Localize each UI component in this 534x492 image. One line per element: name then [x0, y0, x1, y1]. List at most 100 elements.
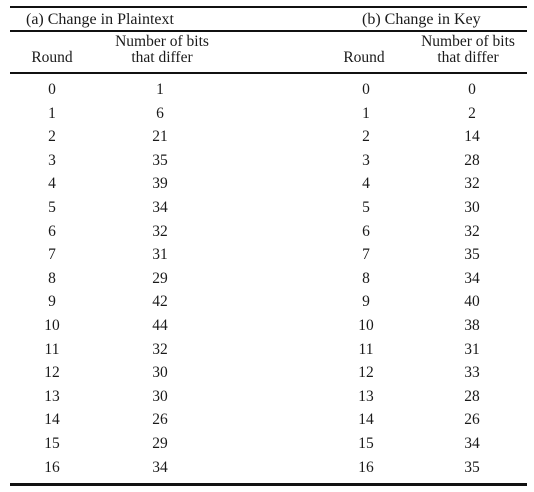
round-key-cell: 1	[362, 104, 370, 122]
bits-differ-plaintext-cell: 31	[152, 246, 168, 264]
table-row: 5 34 5 30	[10, 196, 527, 220]
bottom-rule	[10, 483, 527, 487]
column-header-row: Round Number of bits that differ Round N…	[10, 32, 527, 72]
column-header-bits-plaintext: Number of bits that differ	[104, 34, 220, 66]
header-rule	[10, 30, 527, 32]
round-key-cell: 9	[362, 293, 370, 311]
bits-differ-key-cell: 0	[468, 81, 476, 98]
bits-differ-key-cell: 32	[464, 175, 480, 193]
bits-differ-key-cell: 2	[468, 104, 476, 122]
bits-differ-plaintext-cell: 44	[152, 316, 168, 334]
section-title-plaintext: (a) Change in Plaintext	[26, 11, 174, 28]
bits-differ-key-cell: 33	[464, 364, 480, 382]
round-key-cell: 2	[362, 128, 370, 146]
round-key-cell: 11	[358, 340, 374, 358]
table-row: 12 30 12 33	[10, 361, 527, 385]
round-key-cell: 12	[358, 364, 374, 382]
round-key-cell: 16	[358, 458, 374, 476]
table-row: 0 1 0 0	[10, 78, 527, 102]
table-row: 13 30 13 28	[10, 385, 527, 409]
bits-differ-plaintext-cell: 6	[156, 104, 164, 122]
bits-differ-plaintext-cell: 32	[152, 340, 168, 358]
round-key-cell: 3	[362, 151, 370, 169]
round-key-cell: 14	[358, 411, 374, 429]
round-plaintext-cell: 0	[48, 81, 56, 98]
round-key-cell: 15	[358, 434, 374, 452]
bits-differ-key-cell: 26	[464, 411, 480, 429]
bits-differ-plaintext-cell: 35	[152, 151, 168, 169]
column-header-bits-line2: that differ	[437, 49, 499, 66]
round-plaintext-cell: 9	[48, 293, 56, 311]
table-row: 8 29 8 34	[10, 267, 527, 291]
round-plaintext-cell: 6	[48, 222, 56, 240]
table-row: 2 21 2 14	[10, 125, 527, 149]
table-row: 4 39 4 32	[10, 172, 527, 196]
bits-differ-plaintext-cell: 32	[152, 222, 168, 240]
column-header-rule	[10, 72, 527, 74]
round-plaintext-cell: 12	[44, 364, 60, 382]
bits-differ-plaintext-cell: 39	[152, 175, 168, 193]
bits-differ-plaintext-cell: 42	[152, 293, 168, 311]
bits-differ-plaintext-cell: 30	[152, 387, 168, 405]
column-header-round-plaintext: Round	[31, 49, 73, 66]
column-header-bits-line2: that differ	[131, 49, 193, 66]
section-header-row: (a) Change in Plaintext (b) Change in Ke…	[10, 8, 527, 30]
bits-differ-key-cell: 40	[464, 293, 480, 311]
bits-differ-key-cell: 35	[464, 246, 480, 264]
table-row: 7 31 7 35	[10, 243, 527, 267]
table-row: 3 35 3 28	[10, 149, 527, 173]
bits-differ-key-cell: 31	[464, 340, 480, 358]
round-key-cell: 7	[362, 246, 370, 264]
column-header-bits-line1: Number of bits	[115, 33, 209, 50]
bits-differ-plaintext-cell: 29	[152, 269, 168, 287]
bits-differ-plaintext-cell: 26	[152, 411, 168, 429]
table-body: 0 1 0 0 1 6 1 2 2 21 2 14 3 35 3 28 4 39 4 32 5 34 5 30 6 32 6 32 7 3…	[10, 74, 527, 483]
round-plaintext-cell: 2	[48, 128, 56, 146]
round-plaintext-cell: 8	[48, 269, 56, 287]
round-key-cell: 5	[362, 198, 370, 216]
round-plaintext-cell: 16	[44, 458, 60, 476]
table-row: 16 34 16 35	[10, 456, 527, 480]
round-key-cell: 4	[362, 175, 370, 193]
column-header-bits-line1: Number of bits	[421, 33, 515, 50]
avalanche-table: (a) Change in Plaintext (b) Change in Ke…	[10, 6, 527, 487]
round-plaintext-cell: 13	[44, 387, 60, 405]
bits-differ-key-cell: 28	[464, 387, 480, 405]
bits-differ-plaintext-cell: 30	[152, 364, 168, 382]
table-row: 15 29 15 34	[10, 432, 527, 456]
bits-differ-key-cell: 34	[464, 269, 480, 287]
bits-differ-key-cell: 28	[464, 151, 480, 169]
top-rule	[10, 6, 527, 8]
bits-differ-key-cell: 34	[464, 434, 480, 452]
round-plaintext-cell: 3	[48, 151, 56, 169]
round-plaintext-cell: 10	[44, 316, 60, 334]
bits-differ-key-cell: 14	[464, 128, 480, 146]
round-key-cell: 0	[362, 81, 370, 98]
table-row: 14 26 14 26	[10, 408, 527, 432]
bits-differ-key-cell: 38	[464, 316, 480, 334]
round-plaintext-cell: 4	[48, 175, 56, 193]
round-plaintext-cell: 11	[44, 340, 60, 358]
section-title-key: (b) Change in Key	[362, 11, 481, 28]
bits-differ-key-cell: 32	[464, 222, 480, 240]
round-plaintext-cell: 15	[44, 434, 60, 452]
column-header-bits-key: Number of bits that differ	[410, 34, 526, 66]
table-row: 10 44 10 38	[10, 314, 527, 338]
bits-differ-plaintext-cell: 21	[152, 128, 168, 146]
bits-differ-key-cell: 35	[464, 458, 480, 476]
table-row: 9 42 9 40	[10, 290, 527, 314]
table-row: 6 32 6 32	[10, 220, 527, 244]
table-row: 11 32 11 31	[10, 338, 527, 362]
round-key-cell: 10	[358, 316, 374, 334]
bits-differ-plaintext-cell: 1	[156, 81, 164, 98]
round-plaintext-cell: 5	[48, 198, 56, 216]
bits-differ-plaintext-cell: 34	[152, 198, 168, 216]
bits-differ-plaintext-cell: 34	[152, 458, 168, 476]
round-key-cell: 8	[362, 269, 370, 287]
round-key-cell: 13	[358, 387, 374, 405]
column-header-round-key: Round	[343, 49, 385, 66]
round-key-cell: 6	[362, 222, 370, 240]
round-plaintext-cell: 7	[48, 246, 56, 264]
round-plaintext-cell: 1	[48, 104, 56, 122]
